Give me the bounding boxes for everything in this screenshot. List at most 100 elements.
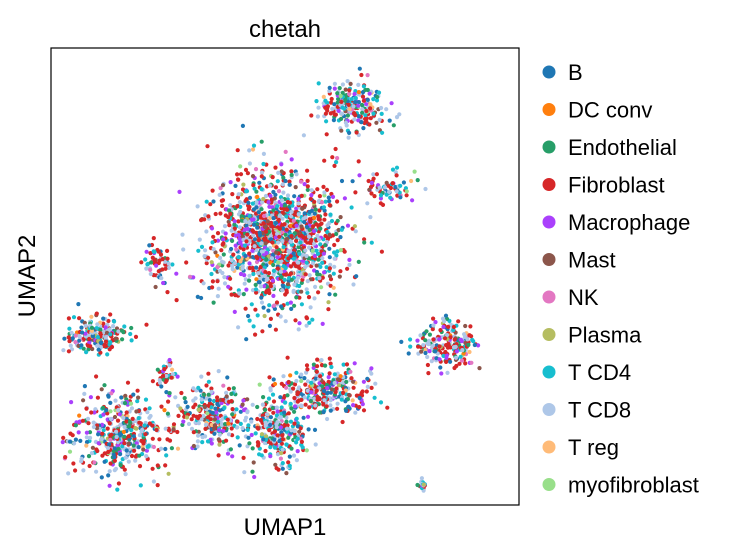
data-point (106, 318, 111, 324)
data-point (452, 337, 457, 342)
data-point (155, 483, 160, 488)
data-point (279, 275, 284, 280)
data-point (369, 191, 374, 196)
data-point (321, 205, 327, 210)
data-point (255, 440, 260, 445)
data-point (325, 230, 330, 235)
data-point (209, 441, 214, 446)
data-point (245, 232, 250, 237)
data-point (247, 441, 252, 446)
data-point (147, 406, 152, 411)
data-point (200, 440, 205, 445)
data-point (70, 433, 75, 438)
data-point (332, 86, 337, 91)
data-point (84, 435, 89, 440)
data-point (333, 390, 338, 395)
data-point (187, 274, 193, 279)
data-point (371, 176, 376, 181)
data-point (196, 248, 201, 253)
data-point (224, 390, 229, 395)
data-point (284, 419, 289, 424)
data-point (283, 272, 288, 277)
data-point (209, 389, 214, 394)
data-point (345, 223, 351, 228)
data-point (448, 335, 453, 340)
data-point (257, 180, 262, 185)
data-point (84, 443, 89, 448)
data-point (268, 284, 273, 289)
data-point (457, 361, 462, 366)
data-point (297, 295, 302, 300)
data-point (221, 383, 226, 388)
data-point (356, 100, 361, 105)
data-point (226, 215, 231, 220)
data-point (338, 93, 343, 99)
data-point (343, 120, 348, 125)
data-point (88, 435, 93, 440)
data-point (406, 351, 411, 356)
data-point (343, 87, 348, 92)
data-point (254, 189, 259, 194)
data-point (124, 448, 129, 453)
data-point (254, 200, 259, 205)
data-point (108, 340, 113, 345)
data-point (177, 189, 182, 194)
data-point (322, 158, 327, 163)
data-point (315, 114, 320, 119)
data-point (253, 307, 258, 312)
data-point (408, 344, 413, 349)
data-point (315, 272, 320, 277)
data-point (203, 426, 208, 431)
data-point (165, 290, 170, 295)
data-point (317, 276, 322, 281)
data-point (250, 201, 255, 206)
data-point (227, 223, 232, 228)
data-point (292, 395, 297, 401)
data-point (354, 274, 359, 279)
data-point (287, 454, 292, 459)
data-point (215, 265, 220, 270)
data-point (284, 385, 289, 390)
data-point (213, 406, 218, 411)
data-point (89, 325, 95, 330)
data-point (243, 219, 248, 224)
data-point (280, 437, 286, 442)
data-point (310, 317, 315, 322)
data-point (283, 149, 288, 154)
data-point (310, 261, 315, 266)
data-point (393, 170, 398, 175)
data-point (364, 101, 369, 107)
data-point (294, 378, 299, 384)
data-point (335, 406, 340, 411)
data-point (385, 405, 390, 410)
data-point (228, 447, 233, 452)
data-point (114, 429, 119, 434)
legend-marker (542, 440, 556, 454)
data-point (193, 402, 198, 407)
data-point (99, 475, 104, 480)
data-point (441, 353, 446, 358)
data-point (228, 203, 233, 208)
data-point (320, 256, 325, 261)
data-point (339, 116, 344, 121)
data-point (390, 167, 396, 172)
data-point (150, 466, 155, 471)
data-point (231, 386, 236, 391)
data-point (291, 453, 297, 458)
data-point (274, 405, 279, 410)
data-point (214, 410, 219, 415)
data-point (222, 281, 228, 286)
data-point (116, 481, 121, 486)
data-point (236, 219, 241, 224)
data-point (268, 316, 273, 321)
data-point (249, 432, 254, 438)
data-point (361, 98, 366, 103)
data-point (289, 234, 294, 239)
data-point (164, 390, 169, 395)
data-point (444, 359, 449, 364)
data-point (299, 289, 304, 294)
data-point (195, 416, 201, 421)
data-point (321, 94, 326, 99)
data-point (211, 199, 216, 204)
data-point (463, 361, 468, 366)
